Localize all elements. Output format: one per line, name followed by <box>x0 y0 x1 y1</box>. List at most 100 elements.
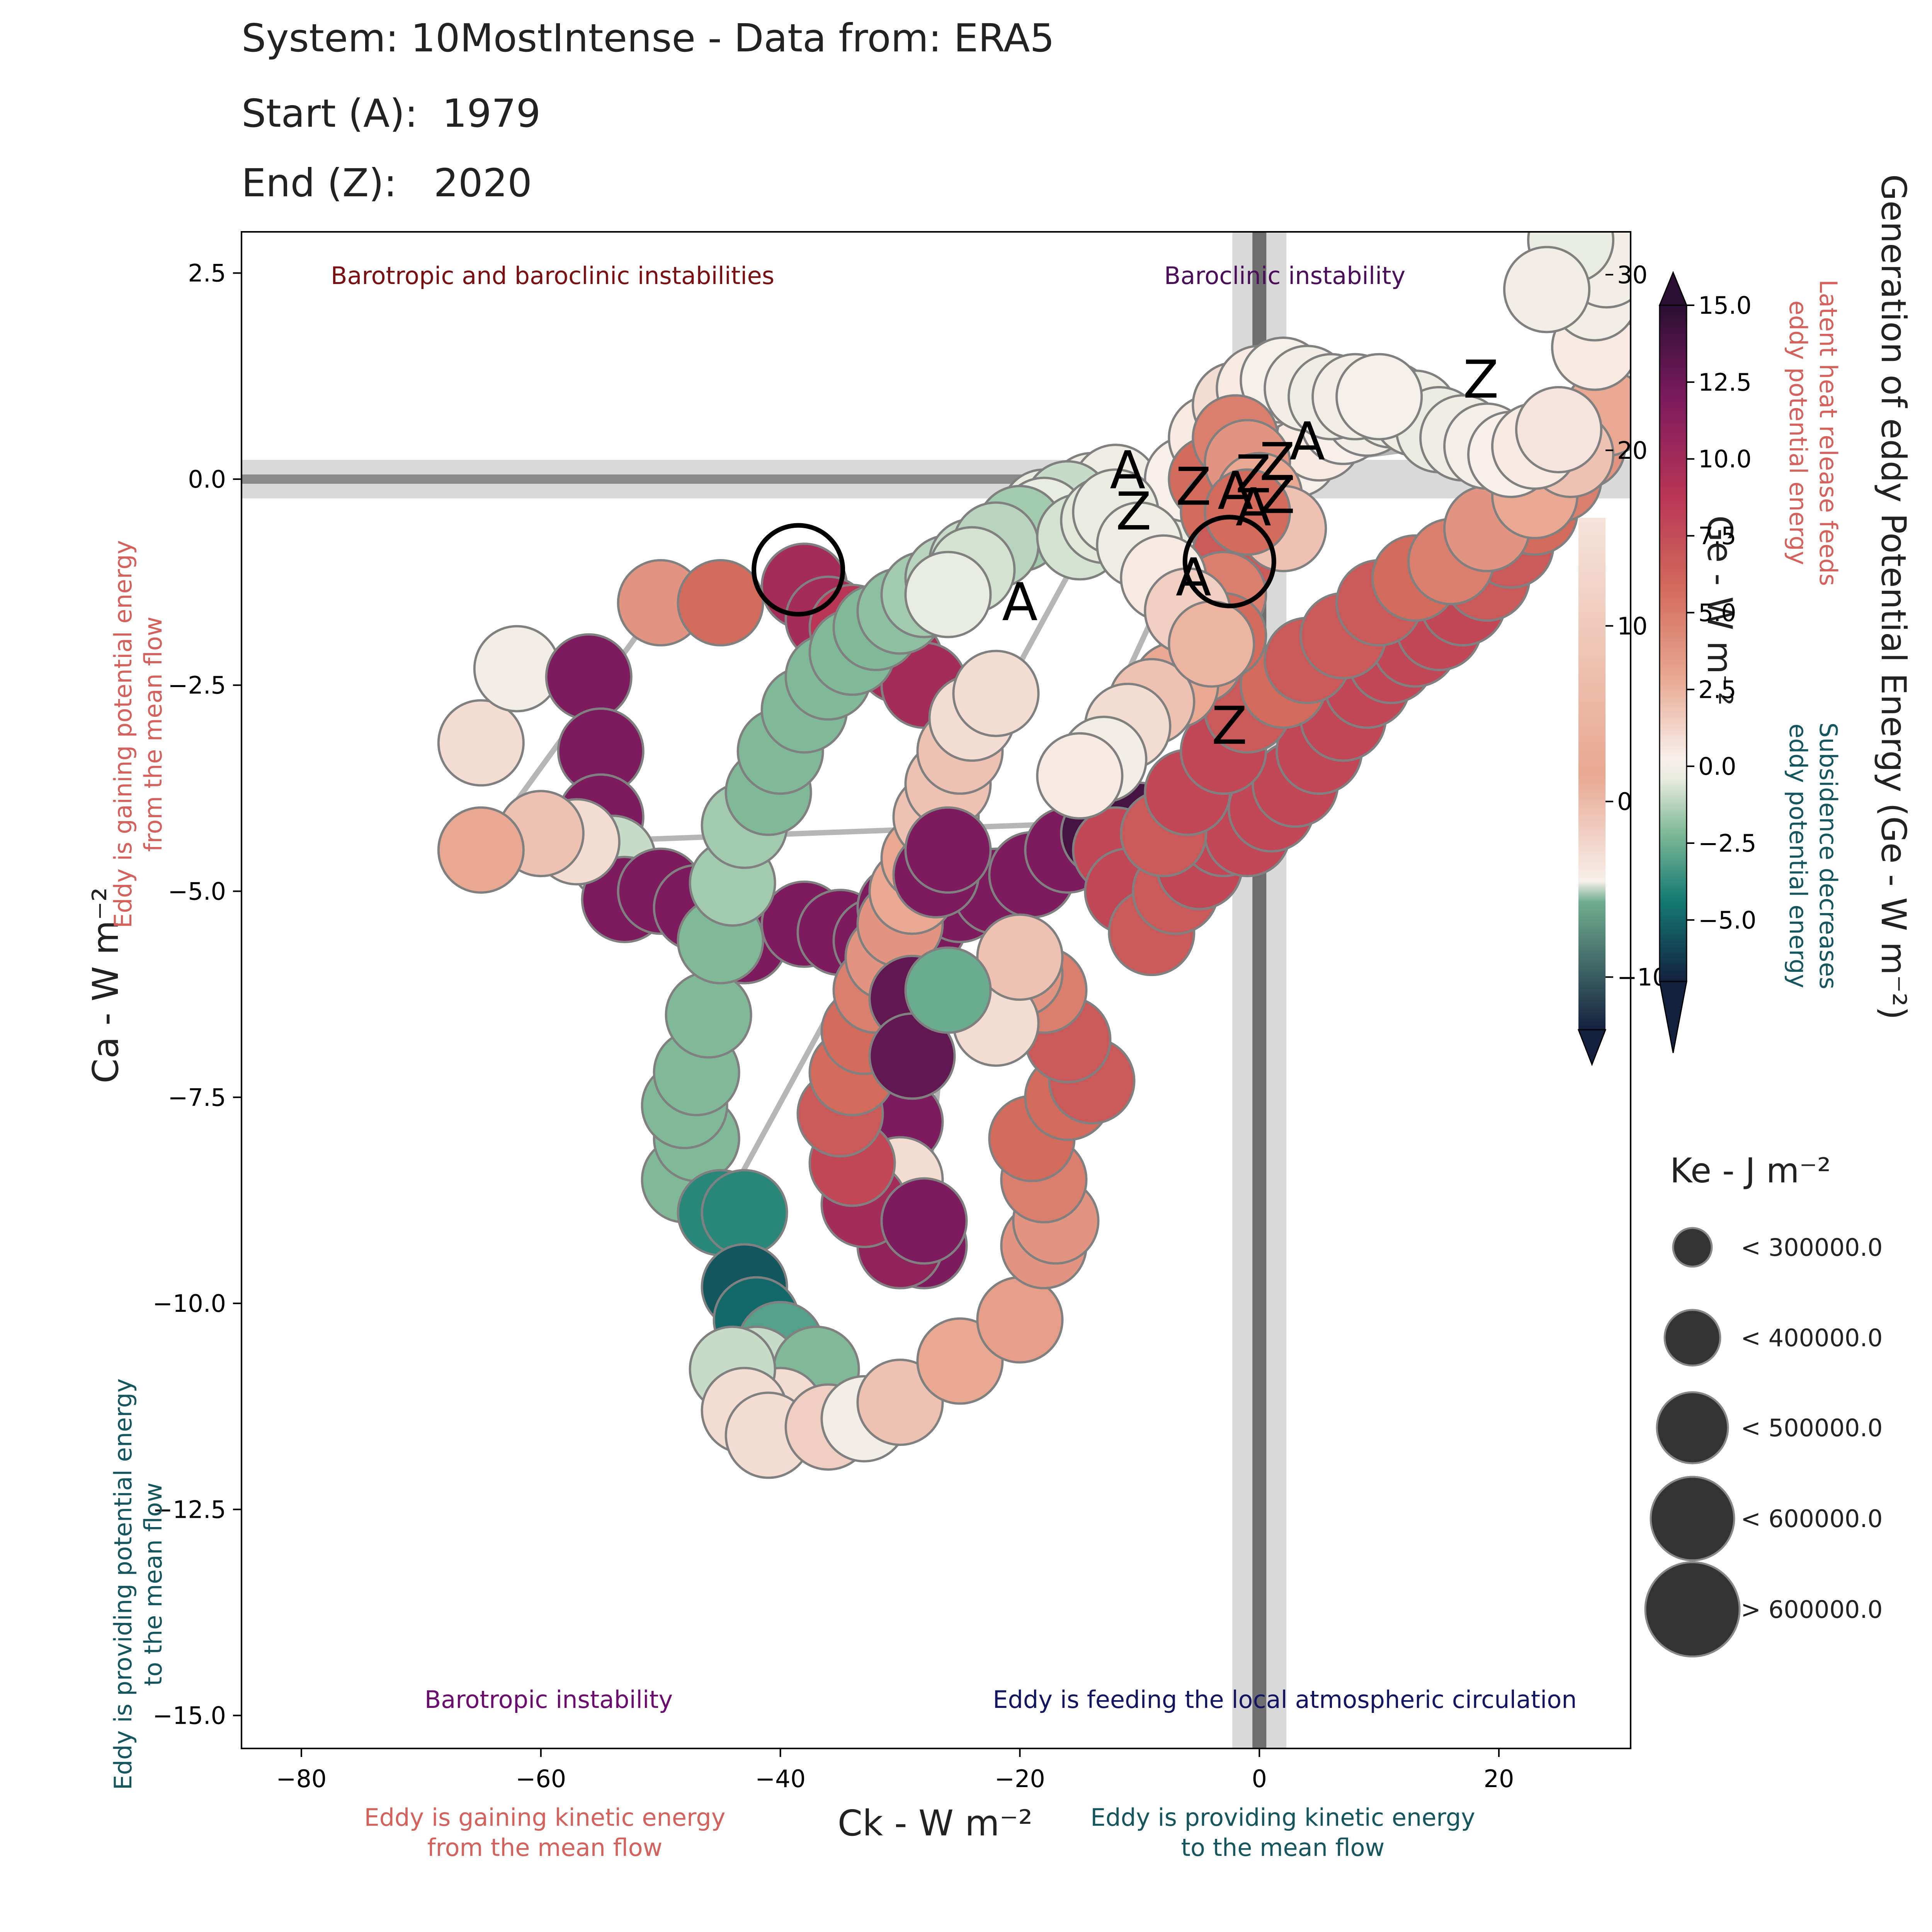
size-legend-marker <box>1663 1309 1721 1367</box>
size-legend-marker <box>1650 1476 1735 1561</box>
colorbar-back-bar <box>1578 518 1605 1030</box>
data-point <box>437 806 525 894</box>
data-point <box>1335 353 1423 440</box>
marker-label: Z <box>1212 696 1247 756</box>
y-tick-label: 0.0 <box>188 465 226 493</box>
colorbar-ge-extend-top <box>1658 271 1688 306</box>
y-tick-label: −15.0 <box>153 1702 226 1730</box>
marker-label: A <box>1176 547 1211 608</box>
annotation-x-positive: Eddy is providing kinetic energy to the m… <box>1090 1803 1475 1862</box>
x-tick-label: −40 <box>755 1765 806 1793</box>
data-point <box>1204 468 1291 556</box>
marker-label: A <box>1218 461 1253 521</box>
colorbar-ge-tick-label: 12.5 <box>1698 368 1752 396</box>
data-points <box>437 232 1631 1479</box>
size-legend: Ke - J m⁻² < 300000.0 < 400000.0 < 500000.… <box>1644 1151 1883 1658</box>
colorbar-ge-bar <box>1659 304 1687 982</box>
size-legend-label: < 400000.0 <box>1741 1324 1883 1352</box>
quadrant-label-top-right: Baroclinic instability <box>1164 262 1406 290</box>
quadrant-label-bottom-left: Barotropic instability <box>425 1685 673 1714</box>
figure-title: System: 10MostIntense - Data from: ERA5 <box>242 15 1055 61</box>
size-legend-label: < 300000.0 <box>1741 1233 1883 1262</box>
marker-label: A <box>1002 572 1037 633</box>
data-point <box>1503 246 1591 333</box>
x-axis-ticks: −80 −60 −40 −20 0 20 <box>276 1748 1514 1793</box>
data-point <box>545 633 633 721</box>
colorbar-back-extend <box>1577 1029 1607 1066</box>
y-tick-label: −7.5 <box>168 1083 226 1112</box>
x-tick-label: 20 <box>1484 1765 1514 1793</box>
data-point <box>1036 732 1124 820</box>
data-point <box>677 559 764 646</box>
size-legend-label: < 500000.0 <box>1741 1414 1883 1442</box>
data-point <box>952 650 1040 737</box>
y-tick-label: −12.5 <box>153 1495 226 1524</box>
data-point <box>904 946 992 1034</box>
annotation-x-negative: Eddy is gaining kinetic energy from the m… <box>364 1803 726 1862</box>
end-value: 2020 <box>434 160 532 206</box>
colorbar-ge-tick-label: −5.0 <box>1698 906 1757 934</box>
colorbar-ge-tick-label: 0.0 <box>1698 752 1736 781</box>
data-point <box>904 551 992 638</box>
data-point <box>1168 600 1255 688</box>
end-info: End (Z): 2020 <box>242 160 532 206</box>
annotation-y-negative: Eddy is providing potential energyto the… <box>109 1378 167 1790</box>
size-legend-label: > 600000.0 <box>1741 1595 1883 1624</box>
end-label: End (Z): <box>242 160 397 206</box>
colorbar-back-tick-label: 20 <box>1617 436 1648 464</box>
size-legend-title: Ke - J m⁻² <box>1670 1151 1831 1190</box>
highlight-circle <box>752 523 845 617</box>
marker-label: A <box>1236 477 1271 538</box>
marker-label: A <box>1289 411 1325 472</box>
plot-frame <box>241 231 1631 1749</box>
x-tick-label: −60 <box>515 1765 566 1793</box>
marker-label: Z <box>1463 349 1498 410</box>
colorbar-ge-negative-note: Subsidence decreaseseddy potential energ… <box>1784 723 1842 990</box>
colorbar-ge-extend-bottom <box>1659 981 1687 1053</box>
colorbar-ge-positive-note: Latent heat release feedseddy potential … <box>1784 279 1842 586</box>
data-point <box>437 699 525 787</box>
size-legend-marker <box>1656 1391 1729 1464</box>
colorbar-ge-ticks: 15.0 12.5 10.0 7.5 5.0 2.5 0.0 −2.5 −5.0 <box>1687 291 1757 934</box>
size-legend-marker <box>1644 1561 1741 1658</box>
start-value: 1979 <box>442 91 541 136</box>
colorbar-back-tick-label: 30 <box>1617 261 1648 289</box>
y-axis-ticks: 2.5 0.0 −2.5 −5.0 −7.5 −10.0 −12.5 −15.0 <box>153 259 242 1730</box>
colorbar-ge: 15.0 12.5 10.0 7.5 5.0 2.5 0.0 −2.5 −5.0 Latent … <box>1658 174 1913 1053</box>
start-label: Start (A): <box>242 91 418 136</box>
size-legend-entries: < 300000.0 < 400000.0 < 500000.0 < 600000.0… <box>1644 1227 1883 1658</box>
marker-label: Z <box>1176 456 1211 517</box>
quadrant-label-top-left: Barotropic and baroclinic instabilities <box>331 262 774 290</box>
x-tick-label: −20 <box>995 1765 1045 1793</box>
annotation-y-positive: Eddy is gaining potential energyfrom the… <box>109 540 167 929</box>
marker-label: Z <box>1260 465 1295 526</box>
size-legend-marker <box>1672 1227 1713 1268</box>
colorbar-back-label: Ge - W m⁻² <box>1700 515 1740 706</box>
start-info: Start (A): 1979 <box>242 91 541 136</box>
colorbar-ge-tick-label: −2.5 <box>1698 829 1757 857</box>
quadrant-label-bottom-right: Eddy is feeding the local atmospheric ci… <box>993 1685 1577 1714</box>
y-tick-label: −5.0 <box>168 878 226 906</box>
y-axis-label: Ca - W m⁻² <box>85 887 126 1083</box>
colorbar-ge-tick-label: 10.0 <box>1698 445 1752 473</box>
colorbar-ge-label: Generation of eddy Potential Energy (Ge … <box>1874 174 1913 1020</box>
data-point <box>880 1177 968 1265</box>
highlight-circle <box>1182 515 1276 609</box>
y-tick-label: 2.5 <box>188 259 226 287</box>
data-point <box>976 913 1064 1001</box>
data-point <box>976 1276 1064 1364</box>
y-tick-label: −2.5 <box>168 671 226 699</box>
colorbar-ge-tick-label: 15.0 <box>1698 291 1752 320</box>
x-axis-label: Ck - W m⁻² <box>838 1803 1032 1844</box>
x-tick-label: 0 <box>1252 1765 1267 1793</box>
data-point <box>904 806 992 894</box>
data-point <box>665 971 752 1059</box>
x-tick-label: −80 <box>276 1765 327 1793</box>
colorbar-back-tick-label: 0 <box>1617 787 1632 816</box>
size-legend-label: < 600000.0 <box>1741 1505 1883 1533</box>
data-point <box>1515 386 1603 473</box>
